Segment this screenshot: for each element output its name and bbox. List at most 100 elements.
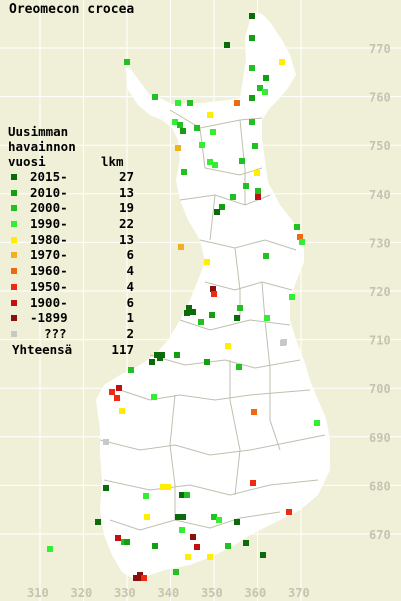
y-tick-label: 750 [369,139,391,153]
observation-point [175,100,181,106]
legend-heading-3: vuosi lkm [8,154,138,169]
observation-point [116,385,122,391]
y-tick-label: 680 [369,479,391,493]
observation-point [115,535,121,541]
observation-point [250,480,256,486]
legend-label: 1990- [30,216,68,232]
observation-point [143,493,149,499]
observation-point [237,305,243,311]
observation-point [175,514,181,520]
legend-count: 6 [126,247,134,263]
y-tick-label: 760 [369,91,391,105]
observation-point [255,188,261,194]
observation-point [178,244,184,250]
legend-row: -1899 1 [8,310,138,326]
x-axis-labels: 310 320 330 340 350 360 370 [27,586,310,600]
observation-point [254,170,260,176]
observation-point [225,343,231,349]
legend-swatch [11,330,17,337]
legend-row: 2000- 19 [8,200,138,216]
observation-point [180,514,186,520]
observation-point [262,89,268,95]
observation-point [180,128,186,134]
legend-rows: 2015- 27 2010- 13 2000- 19 1990- 22 1980- 13 1970-… [8,169,138,342]
observation-point [204,359,210,365]
observation-point [174,352,180,358]
observation-point [216,517,222,523]
observation-point [314,420,320,426]
observation-point [263,75,269,81]
observation-point [204,259,210,265]
legend-label: 1900- [30,294,68,310]
y-tick-label: 700 [369,382,391,396]
observation-point [119,408,125,414]
observation-point [103,439,109,445]
legend-row: 1950- 4 [8,279,138,295]
observation-point [152,94,158,100]
observation-point [186,305,192,311]
observation-point [212,162,218,168]
legend-swatch [11,252,17,259]
observation-point [251,409,257,415]
observation-point [184,492,190,498]
y-tick-label: 730 [369,236,391,250]
observation-point [210,129,216,135]
observation-point [157,355,163,361]
x-tick-label: 350 [201,586,223,600]
legend-count: 13 [118,184,134,200]
observation-point [225,543,231,549]
observation-point [109,389,115,395]
observation-point [234,519,240,525]
observation-point [133,575,139,581]
observation-point [234,315,240,321]
legend-total-label: Yhteensä [12,341,73,357]
legend-swatch [11,189,17,196]
legend-swatch [11,174,17,180]
observation-point [219,204,225,210]
observation-point [194,125,200,131]
legend-count: 13 [118,231,134,247]
legend-swatch [11,268,17,275]
legend-count: 4 [126,278,134,294]
y-tick-label: 720 [369,285,391,299]
legend-count: 27 [118,169,134,184]
legend-label: 1960- [30,263,68,279]
observation-point [234,100,240,106]
observation-point [190,309,196,315]
observation-point [243,183,249,189]
observation-point [243,540,249,546]
observation-point [224,42,230,48]
legend-label: 1980- [30,231,68,247]
observation-point [249,35,255,41]
legend-row: 1980- 13 [8,232,138,248]
legend-row: 1960- 4 [8,263,138,279]
observation-point [230,194,236,200]
observation-point [214,209,220,215]
observation-point [124,59,130,65]
legend-count: 4 [126,263,134,279]
observation-point [257,85,263,91]
observation-point [207,554,213,560]
observation-point [184,310,190,316]
observation-point [198,319,204,325]
y-tick-label: 770 [369,42,391,56]
observation-point [185,554,191,560]
observation-point [249,13,255,19]
legend-heading-2: havainnon [8,139,76,154]
legend-heading-1: Uusimman [8,124,69,139]
legend-row: 1990- 22 [8,216,138,232]
legend-row: ??? 2 [8,326,138,342]
x-tick-label: 310 [27,586,49,600]
legend-heading-vuosi: vuosi [8,154,46,169]
legend-swatch [11,221,17,228]
observation-point [179,492,185,498]
observation-point [209,312,215,318]
observation-point [128,367,134,373]
legend-count: 22 [118,216,134,232]
observation-point [294,224,300,230]
legend-label: 1970- [30,247,68,263]
observation-point [249,95,255,101]
observation-point [207,112,213,118]
